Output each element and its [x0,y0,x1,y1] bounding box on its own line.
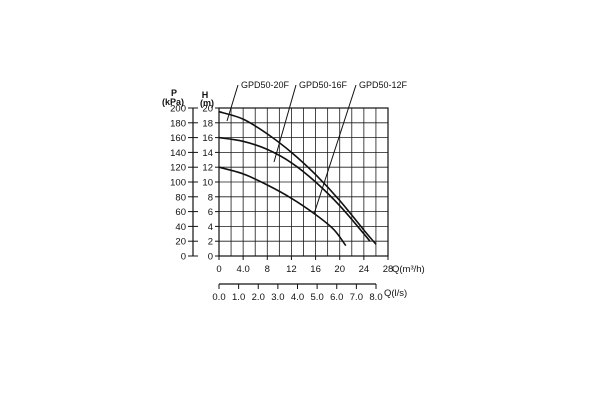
flow-m3h-axis: 0 4.0 8 12 16 20 24 28Q(m³/h) [216,256,425,275]
head-axis-unit: (m) [200,98,214,108]
head-tick-label: 16 [202,133,213,144]
head-tick-label: 6 [208,207,213,218]
series-line-gpd50-20f [218,110,377,245]
flow-ls-tick-label: 2.0 [252,292,265,303]
flow-m3h-tick-label: 20 [334,264,345,275]
head-axis-title: H [202,90,209,100]
flow-m3h-tick-label: 12 [286,264,297,275]
pressure-axis: 0 20 40 60 80 100 120 140 160 180 200 P(kPa) [162,88,198,263]
flow-ls-tick-label: 3.0 [271,292,284,303]
series-line-gpd50-16f [218,136,371,242]
head-tick-label: 8 [208,192,213,203]
legend: GPD50-20F GPD50-16F GPD50-12F [226,80,408,215]
flow-ls-tick-label: 1.0 [232,292,245,303]
flow-m3h-tick-label: 8 [265,264,270,275]
pressure-tick-label: 140 [170,148,186,159]
head-tick-label: 18 [202,118,213,129]
flow-ls-tick-label: 5.0 [311,292,324,303]
head-tick-label: 10 [202,178,213,189]
series-leader-gpd50-20f [226,84,239,122]
series-label-gpd50-12f: GPD50-12F [359,80,408,90]
flow-ls-tick-label: 6.0 [330,292,343,303]
pressure-tick-label: 200 [170,104,186,115]
series-label-gpd50-16f: GPD50-16F [299,80,348,90]
pressure-tick-label: 60 [175,207,186,218]
series-line-gpd50-12f [218,166,347,247]
pressure-tick-label: 40 [175,222,186,233]
flow-ls-tick-label: 4.0 [291,292,304,303]
pressure-tick-label: 0 [181,252,186,263]
series-label-gpd50-20f: GPD50-20F [241,80,290,90]
pressure-tick-label: 160 [170,133,186,144]
flow-m3h-axis-title: Q(m³/h) [392,264,425,275]
flow-m3h-tick-label: 4.0 [237,264,250,275]
flow-m3h-tick-label: 16 [310,264,321,275]
pressure-tick-label: 180 [170,118,186,129]
series-leader-gpd50-16f [273,84,297,163]
flow-m3h-tick-label: 24 [359,264,370,275]
pressure-axis-unit: (kPa) [162,97,184,107]
flow-ls-tick-label: 0.0 [212,292,225,303]
flow-m3h-tick-label: 28 [383,264,394,275]
pressure-axis-title: P [171,88,177,98]
head-tick-label: 4 [208,222,213,233]
pressure-tick-label: 120 [170,163,186,174]
flow-m3h-tick-label: 0 [216,264,221,275]
head-tick-label: 14 [202,148,213,159]
pressure-tick-label: 20 [175,237,186,248]
pressure-tick-label: 100 [170,178,186,189]
grid [218,107,389,257]
head-tick-label: 12 [202,163,213,174]
flow-ls-tick-label: 7.0 [350,292,363,303]
head-tick-label: 2 [208,237,213,248]
head-tick-label: 20 [202,104,213,115]
flow-ls-tick-label: 8.0 [369,292,382,303]
head-axis: 0 2 4 6 8 10 12 14 16 18 20 H(m) [200,90,219,263]
series [218,110,377,247]
flow-ls-axis: 0.0 1.0 2.0 3.0 4.0 5.0 6.0 7.0 8.0 Q(l/s) [212,283,407,303]
pressure-tick-label: 80 [175,192,186,203]
flow-ls-axis-title: Q(l/s) [384,288,407,299]
series-leader-gpd50-12f [313,84,357,215]
head-tick-label: 0 [208,252,213,263]
